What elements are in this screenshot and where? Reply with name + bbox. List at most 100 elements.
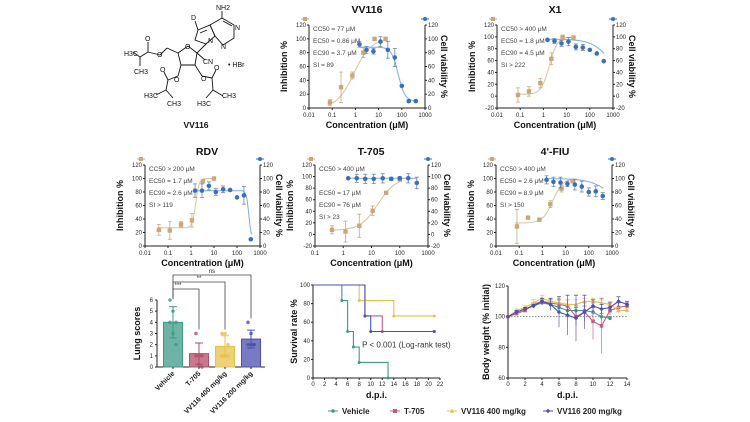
y-tick-label: -20 xyxy=(303,244,312,250)
legend-label: VV116 200 mg/kg xyxy=(557,407,622,416)
data-point xyxy=(226,342,230,347)
y-tick-label: 100 xyxy=(495,315,506,321)
y2-tick-label: 20 xyxy=(431,221,438,227)
x-tick-label: 100 xyxy=(395,251,406,257)
weight-point xyxy=(607,305,613,310)
data-point xyxy=(174,320,178,325)
weight-point xyxy=(616,308,621,313)
y2-tick-label: 80 xyxy=(616,47,623,53)
x-axis-label: Concentration (μM) xyxy=(326,120,409,130)
viability-point xyxy=(566,39,571,44)
x-tick-label: 16 xyxy=(402,382,409,388)
y2-tick-label: 100 xyxy=(263,177,274,183)
inhibition-point xyxy=(383,36,388,42)
methyl-label: CH3 xyxy=(222,93,236,100)
y-axis-label: Lung scores xyxy=(132,307,142,361)
survival-point xyxy=(432,314,436,318)
stat-annotation: EC90 = 76 μM xyxy=(319,202,361,209)
data-point xyxy=(171,309,175,313)
data-point xyxy=(223,354,227,358)
inhibition-point xyxy=(372,36,377,42)
y2-tick-label: 120 xyxy=(615,163,626,169)
x-tick-label: 4 xyxy=(334,382,338,388)
viability-point xyxy=(406,98,412,104)
stat-annotation: CC50 > 400 μM xyxy=(500,166,546,173)
viability-point xyxy=(405,176,411,181)
weight-point xyxy=(616,299,621,304)
y-tick-label: 60 xyxy=(487,59,494,65)
panel-title: X1 xyxy=(549,4,562,16)
x-tick-label: 12 xyxy=(379,382,386,388)
viability-point xyxy=(587,47,593,53)
viability-legend-marker xyxy=(426,157,430,161)
viability-point xyxy=(594,51,600,56)
y2-axis-label: Cell viability % xyxy=(274,174,284,237)
significance-label: ns xyxy=(209,269,215,275)
y-tick-label: 0 xyxy=(150,365,154,371)
data-point xyxy=(226,354,230,358)
stat-annotation: EC50 = 0.86 μM xyxy=(313,38,360,45)
inhibition-fit-curve xyxy=(330,180,402,231)
weight-point xyxy=(573,316,579,321)
x-tick-label: 2 xyxy=(523,382,527,388)
y2-tick-label: 120 xyxy=(431,163,442,169)
x-tick-label: 0.01 xyxy=(491,113,503,119)
x-tick-label: 18 xyxy=(414,382,421,388)
x-tick-label: 1 xyxy=(542,113,546,119)
o-label: O xyxy=(157,52,163,59)
inhibition-fit-curve xyxy=(157,178,216,229)
x-tick-label: 1 xyxy=(354,113,358,119)
x-axis-label: Concentration (μM) xyxy=(330,258,413,268)
y-axis-label: Inhibition % xyxy=(115,180,125,231)
viability-point xyxy=(345,176,351,181)
body-weight-chart: 60 80 100 120 0 2 4 6 8 10 12 14 d.p.i. Body weight (… xyxy=(481,284,631,400)
o-label: O xyxy=(145,36,151,43)
weight-point xyxy=(608,316,612,321)
category-label: T-705 xyxy=(185,370,203,388)
survival-point xyxy=(346,330,350,333)
methyl-label: CH3 xyxy=(134,69,148,76)
survival-line xyxy=(313,284,435,333)
data-point xyxy=(220,331,224,336)
viability-legend-marker xyxy=(611,17,615,21)
significance-label: *** xyxy=(174,283,182,289)
y2-tick-label: 80 xyxy=(431,186,438,192)
y2-tick-label: 40 xyxy=(428,78,435,84)
weight-point xyxy=(599,324,604,328)
methyl-label: H3C xyxy=(144,93,158,100)
y-tick-label: 0 xyxy=(309,232,313,238)
survival-point xyxy=(363,314,367,318)
x-tick-label: 1000 xyxy=(253,251,267,257)
x-tick-label: 10 xyxy=(368,251,375,257)
y2-tick-label: 100 xyxy=(616,35,627,41)
y-tick-label: 1 xyxy=(150,354,154,360)
y2-tick-label: 0 xyxy=(616,94,620,100)
x-tick-label: 1000 xyxy=(605,251,619,257)
data-point xyxy=(246,342,250,347)
data-point xyxy=(168,320,172,325)
n-label: N xyxy=(235,25,240,32)
panel-title: VV116 xyxy=(352,4,383,16)
y-tick-label: 40 xyxy=(305,209,312,215)
viability-point xyxy=(206,183,212,189)
inhibition-point xyxy=(178,222,184,227)
inhibition-legend-marker xyxy=(491,17,495,21)
weight-point xyxy=(599,306,604,312)
y2-tick-label: 40 xyxy=(263,217,270,223)
viability-point xyxy=(241,193,247,198)
survival-point xyxy=(369,330,373,333)
stat-annotation: EC50 = 1.7 μM xyxy=(149,178,193,185)
x-tick-label: 1000 xyxy=(418,113,432,119)
viability-point xyxy=(357,42,362,47)
inhibition-point xyxy=(370,208,375,213)
data-point xyxy=(197,354,201,358)
weight-point xyxy=(531,300,536,305)
methyl-label: H3C xyxy=(197,101,211,108)
viability-legend-marker xyxy=(258,157,262,161)
weight-point xyxy=(539,299,545,304)
y-tick-label: 40 xyxy=(486,217,493,223)
y-tick-label: 40 xyxy=(299,78,306,84)
y-tick-label: 0 xyxy=(491,94,495,100)
panel-title: RDV xyxy=(196,146,218,158)
y2-tick-label: 100 xyxy=(428,37,439,43)
